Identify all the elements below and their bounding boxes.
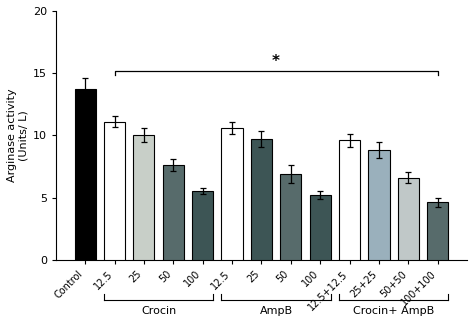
Bar (427, 203, 448, 260)
Bar (221, 128, 243, 260)
Bar (398, 178, 419, 260)
Bar (339, 140, 360, 260)
Bar (163, 165, 184, 260)
Text: Crocin+ AmpB: Crocin+ AmpB (353, 306, 434, 316)
Text: *: * (272, 55, 280, 70)
Y-axis label: Arginase activity
(Units/ L): Arginase activity (Units/ L) (7, 88, 28, 182)
Bar (104, 122, 125, 260)
Bar (192, 191, 213, 260)
Bar (133, 135, 155, 260)
Text: Crocin: Crocin (141, 306, 176, 316)
Bar (251, 139, 272, 260)
Bar (368, 150, 390, 260)
Bar (74, 89, 96, 260)
Bar (280, 174, 301, 260)
Bar (310, 195, 331, 260)
Text: AmpB: AmpB (260, 306, 293, 316)
